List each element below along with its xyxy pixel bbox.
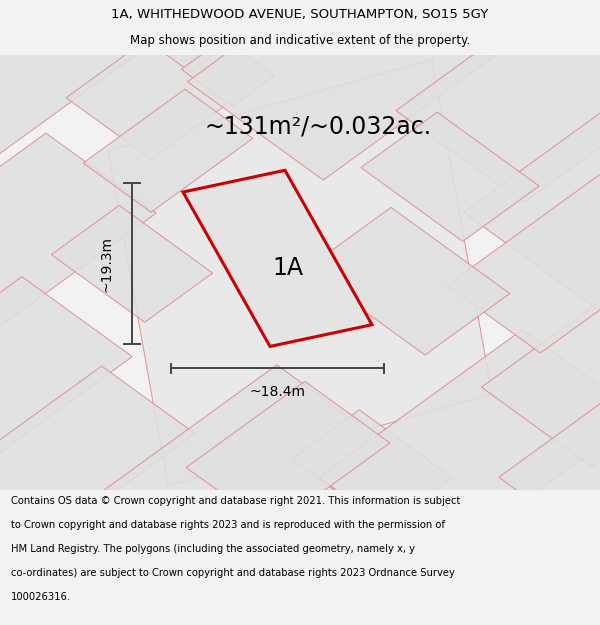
Text: 100026316.: 100026316. [11, 592, 71, 602]
Text: ~18.4m: ~18.4m [250, 385, 305, 399]
Polygon shape [181, 39, 275, 106]
Text: to Crown copyright and database rights 2023 and is reproduced with the permissio: to Crown copyright and database rights 2… [11, 520, 445, 530]
Text: HM Land Registry. The polygons (including the associated geometry, namely x, y: HM Land Registry. The polygons (includin… [11, 544, 415, 554]
Polygon shape [139, 0, 245, 72]
Polygon shape [319, 329, 600, 563]
Polygon shape [0, 133, 156, 343]
Polygon shape [187, 0, 557, 180]
Polygon shape [361, 112, 539, 241]
Polygon shape [0, 277, 132, 486]
Polygon shape [463, 43, 600, 311]
Polygon shape [0, 0, 197, 180]
Polygon shape [43, 365, 413, 625]
Polygon shape [66, 12, 270, 159]
Text: co-ordinates) are subject to Crown copyright and database rights 2023 Ordnance S: co-ordinates) are subject to Crown copyr… [11, 568, 455, 578]
Polygon shape [186, 381, 390, 529]
Polygon shape [306, 208, 510, 355]
Text: 1A: 1A [272, 256, 304, 280]
Text: ~131m²/~0.032ac.: ~131m²/~0.032ac. [205, 115, 431, 139]
Polygon shape [447, 174, 600, 353]
Text: ~19.3m: ~19.3m [99, 236, 113, 292]
Polygon shape [482, 252, 600, 467]
Polygon shape [0, 366, 195, 544]
Polygon shape [183, 170, 372, 346]
Text: 1A, WHITHEDWOOD AVENUE, SOUTHAMPTON, SO15 5GY: 1A, WHITHEDWOOD AVENUE, SOUTHAMPTON, SO1… [112, 8, 488, 21]
Polygon shape [499, 329, 600, 563]
Polygon shape [52, 206, 212, 322]
Text: Contains OS data © Crown copyright and database right 2021. This information is : Contains OS data © Crown copyright and d… [11, 496, 460, 506]
Polygon shape [108, 59, 492, 486]
Polygon shape [292, 410, 452, 527]
Polygon shape [83, 89, 253, 212]
Polygon shape [396, 0, 600, 203]
Text: Map shows position and indicative extent of the property.: Map shows position and indicative extent… [130, 34, 470, 47]
